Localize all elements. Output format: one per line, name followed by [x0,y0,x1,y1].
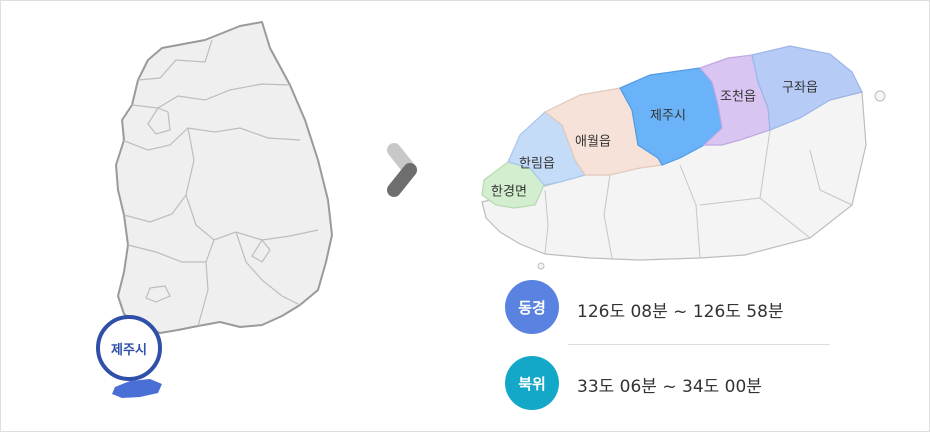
latitude-badge-label: 북위 [518,374,546,393]
latitude-range: 33도 06분 ~ 34도 00분 [577,377,762,397]
region-label-gujwa: 구좌읍 [782,80,818,96]
region-label-jocheon: 조천읍 [720,89,756,105]
gapado-island [537,262,545,270]
region-label-jeju-si: 제주시 [650,108,686,124]
jeju-city-marker-label: 제주시 [111,342,147,358]
jeju-south-boundaries [544,129,853,259]
coordinates-divider [568,344,830,345]
udo-island [874,90,886,102]
region-label-hallim: 한림읍 [519,156,555,172]
province-boundaries [121,39,319,327]
latitude-badge: 북위 [505,356,559,410]
jeju-island [112,379,162,398]
longitude-badge-label: 동경 [518,298,546,317]
jeju-city-marker: 제주시 [96,315,162,381]
korea-mainland [115,21,333,334]
longitude-range: 126도 08분 ~ 126도 58분 [577,302,784,322]
longitude-badge: 동경 [505,280,559,334]
region-label-hangyeong: 한경면 [491,184,527,200]
region-label-aewol: 애월읍 [575,134,611,150]
region-gujwa [751,45,863,131]
